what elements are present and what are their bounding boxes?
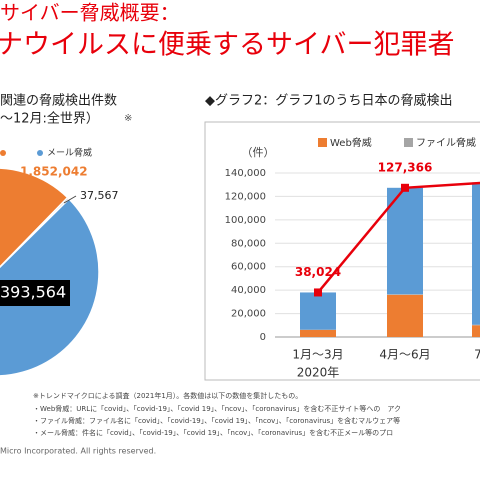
data-label: 127,366: [378, 160, 433, 174]
bar-segment: [387, 294, 423, 295]
legend-label: Web脅威: [330, 136, 372, 149]
bar-segment: [387, 187, 423, 295]
pie-slice: [0, 167, 69, 268]
y-tick-label: 60,000: [231, 262, 266, 273]
pie-title: 関連の脅威検出件数: [0, 94, 117, 109]
x-tick-label: 1月〜3月: [292, 348, 343, 362]
line-marker: [401, 183, 409, 192]
footnote: ・メール脅威：件名に「covid」、「covid-19」、「covid 19」、…: [33, 428, 393, 437]
label-box: [0, 280, 70, 306]
y-tick-label: 100,000: [225, 215, 266, 226]
leader-line: [63, 195, 77, 204]
data-label: 393,564: [0, 283, 66, 302]
y-tick-label: 0: [260, 332, 266, 343]
y-tick-label: 80,000: [231, 238, 266, 249]
data-label: 37,567: [80, 189, 119, 202]
copyright: Micro Incorporated. All rights reserved.: [0, 447, 156, 456]
y-tick-label: 40,000: [231, 285, 266, 296]
y-tick-label: 120,000: [225, 191, 266, 202]
bar-segment: [472, 324, 480, 326]
legend-label: ファイル脅威: [416, 136, 476, 149]
pie-title: 〜12月:全世界）: [0, 111, 99, 127]
y-axis-label: （件）: [242, 146, 275, 159]
footnote: ・ファイル脅威：ファイル名に「covid」、「covid-19」、「covid …: [33, 416, 400, 425]
title-line1: サイバー脅威概要：: [0, 1, 180, 25]
x-tick-label: 7月: [474, 348, 480, 362]
y-tick-label: 140,000: [225, 168, 266, 179]
group-label: 2020年: [297, 366, 340, 380]
legend-swatch: [404, 138, 413, 147]
bar-title: ◆グラフ2：グラフ1のうち日本の脅威検出: [205, 94, 453, 109]
line-marker: [314, 288, 322, 297]
y-tick-label: 20,000: [231, 309, 266, 320]
legend-swatch: [0, 150, 6, 156]
legend-swatch: [37, 150, 43, 156]
footnote: ※トレンドマイクロによる調査（2021年1月）。各数値は以下の数値を集計したもの…: [33, 391, 302, 400]
legend-swatch: [318, 138, 327, 147]
bar-segment: [300, 292, 336, 330]
data-label: 38,024: [295, 265, 341, 279]
legend-label: メール脅威: [47, 147, 92, 159]
bar-segment: [300, 329, 336, 337]
bar-segment: [472, 325, 480, 337]
chart-frame: [204, 121, 480, 381]
data-label: 1,852,042: [20, 165, 88, 179]
title-line2: ナウイルスに便乗するサイバー犯罪者: [0, 30, 454, 61]
footnote: ・Web脅威：URLに「covid」、「covid-19」、「covid 19」…: [33, 404, 401, 413]
bar-segment: [472, 182, 480, 325]
pie-note: ※: [124, 113, 132, 124]
x-tick-label: 4月〜6月: [379, 348, 430, 362]
bar-segment: [387, 294, 423, 337]
